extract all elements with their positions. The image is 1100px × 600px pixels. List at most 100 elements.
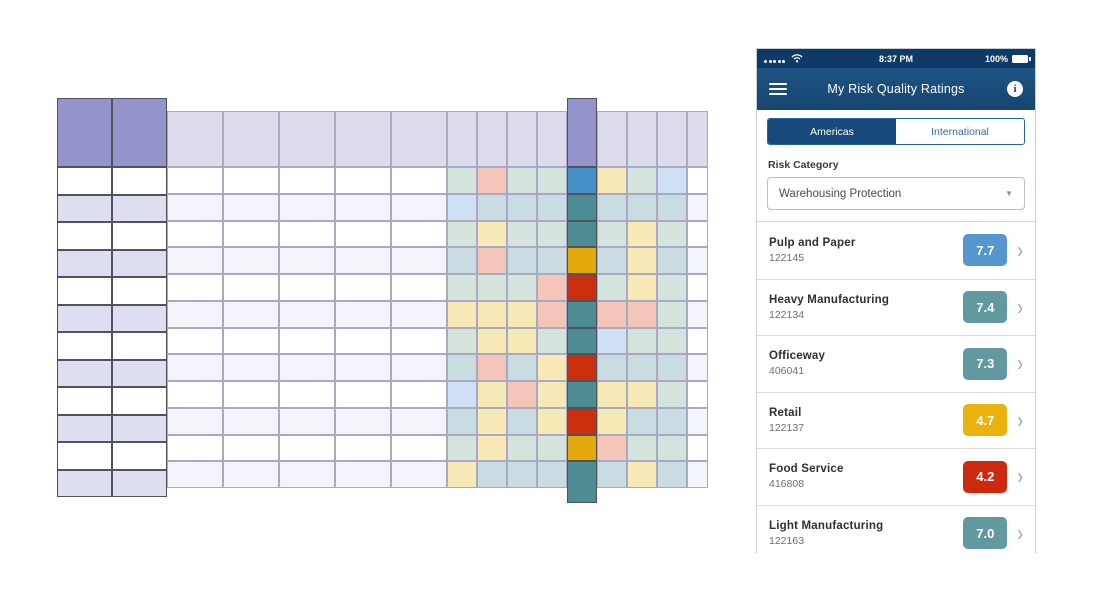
grid-cell[interactable] bbox=[391, 167, 447, 194]
grid-cell[interactable] bbox=[391, 354, 447, 381]
grid-cell[interactable] bbox=[507, 274, 537, 301]
column-header[interactable] bbox=[279, 111, 335, 167]
grid-cell[interactable] bbox=[279, 247, 335, 274]
frozen-row-cell[interactable] bbox=[112, 332, 167, 360]
frozen-header-cell[interactable] bbox=[112, 98, 167, 167]
grid-cell[interactable] bbox=[223, 407, 279, 435]
highlight-cell[interactable] bbox=[567, 167, 597, 194]
grid-cell[interactable] bbox=[507, 434, 537, 462]
grid-cell[interactable] bbox=[167, 381, 223, 408]
grid-cell[interactable] bbox=[537, 274, 567, 301]
frozen-row-cell[interactable] bbox=[57, 277, 112, 305]
grid-cell[interactable] bbox=[687, 354, 708, 381]
frozen-row-cell[interactable] bbox=[57, 332, 112, 360]
grid-cell[interactable] bbox=[167, 327, 223, 355]
grid-cell[interactable] bbox=[597, 381, 627, 408]
grid-cell[interactable] bbox=[335, 354, 391, 381]
grid-cell[interactable] bbox=[477, 247, 507, 274]
highlight-cell[interactable] bbox=[567, 220, 597, 248]
grid-cell[interactable] bbox=[597, 327, 627, 355]
column-header[interactable] bbox=[167, 111, 223, 167]
frozen-row-cell[interactable] bbox=[112, 414, 167, 442]
grid-cell[interactable] bbox=[627, 327, 657, 355]
grid-cell[interactable] bbox=[167, 274, 223, 301]
grid-cell[interactable] bbox=[507, 407, 537, 435]
rating-list-item[interactable]: Food Service 416808 4.2 › bbox=[757, 448, 1035, 505]
frozen-row-cell[interactable] bbox=[112, 222, 167, 250]
grid-cell[interactable] bbox=[687, 220, 708, 248]
frozen-row-cell[interactable] bbox=[57, 359, 112, 387]
grid-cell[interactable] bbox=[507, 461, 537, 488]
grid-cell[interactable] bbox=[335, 193, 391, 221]
grid-cell[interactable] bbox=[477, 193, 507, 221]
grid-cell[interactable] bbox=[335, 167, 391, 194]
frozen-row-cell[interactable] bbox=[112, 387, 167, 415]
frozen-row-cell[interactable] bbox=[57, 469, 112, 497]
grid-cell[interactable] bbox=[335, 247, 391, 274]
highlight-cell[interactable] bbox=[567, 327, 597, 355]
grid-cell[interactable] bbox=[279, 434, 335, 462]
frozen-header-cell[interactable] bbox=[57, 98, 112, 167]
grid-cell[interactable] bbox=[627, 247, 657, 274]
column-header[interactable] bbox=[447, 111, 477, 167]
grid-cell[interactable] bbox=[657, 193, 687, 221]
grid-cell[interactable] bbox=[627, 300, 657, 328]
rating-list-item[interactable]: Officeway 406041 7.3 › bbox=[757, 335, 1035, 392]
highlight-cell[interactable] bbox=[567, 381, 597, 408]
grid-cell[interactable] bbox=[537, 167, 567, 194]
grid-cell[interactable] bbox=[167, 407, 223, 435]
column-header[interactable] bbox=[657, 111, 687, 167]
column-header[interactable] bbox=[223, 111, 279, 167]
grid-cell[interactable] bbox=[537, 193, 567, 221]
grid-cell[interactable] bbox=[687, 381, 708, 408]
column-header[interactable] bbox=[477, 111, 507, 167]
grid-cell[interactable] bbox=[279, 407, 335, 435]
grid-cell[interactable] bbox=[167, 434, 223, 462]
frozen-row-cell[interactable] bbox=[57, 194, 112, 222]
column-header[interactable] bbox=[537, 111, 567, 167]
rating-list-item[interactable]: Pulp and Paper 122145 7.7 › bbox=[757, 222, 1035, 279]
highlight-cell[interactable] bbox=[567, 247, 597, 274]
grid-cell[interactable] bbox=[537, 461, 567, 488]
grid-cell[interactable] bbox=[657, 167, 687, 194]
frozen-row-cell[interactable] bbox=[57, 249, 112, 277]
grid-cell[interactable] bbox=[391, 274, 447, 301]
grid-cell[interactable] bbox=[279, 327, 335, 355]
frozen-row-cell[interactable] bbox=[112, 167, 167, 195]
highlight-cell[interactable] bbox=[567, 274, 597, 301]
grid-cell[interactable] bbox=[477, 327, 507, 355]
menu-icon[interactable] bbox=[769, 80, 787, 98]
highlight-cell[interactable] bbox=[567, 461, 597, 503]
grid-cell[interactable] bbox=[477, 354, 507, 381]
grid-cell[interactable] bbox=[447, 167, 477, 194]
grid-cell[interactable] bbox=[687, 300, 708, 328]
grid-cell[interactable] bbox=[335, 300, 391, 328]
grid-cell[interactable] bbox=[687, 407, 708, 435]
grid-cell[interactable] bbox=[507, 193, 537, 221]
grid-cell[interactable] bbox=[223, 167, 279, 194]
grid-cell[interactable] bbox=[597, 220, 627, 248]
tab-international[interactable]: International bbox=[896, 119, 1024, 144]
frozen-row-cell[interactable] bbox=[57, 304, 112, 332]
grid-cell[interactable] bbox=[597, 167, 627, 194]
grid-cell[interactable] bbox=[657, 434, 687, 462]
grid-cell[interactable] bbox=[223, 354, 279, 381]
grid-cell[interactable] bbox=[537, 354, 567, 381]
grid-cell[interactable] bbox=[223, 461, 279, 488]
grid-cell[interactable] bbox=[477, 274, 507, 301]
grid-cell[interactable] bbox=[507, 354, 537, 381]
grid-cell[interactable] bbox=[223, 300, 279, 328]
grid-cell[interactable] bbox=[597, 354, 627, 381]
grid-cell[interactable] bbox=[537, 247, 567, 274]
grid-cell[interactable] bbox=[447, 461, 477, 488]
grid-cell[interactable] bbox=[279, 193, 335, 221]
grid-cell[interactable] bbox=[335, 274, 391, 301]
grid-cell[interactable] bbox=[627, 193, 657, 221]
grid-cell[interactable] bbox=[447, 247, 477, 274]
grid-cell[interactable] bbox=[657, 461, 687, 488]
frozen-row-cell[interactable] bbox=[112, 194, 167, 222]
grid-cell[interactable] bbox=[279, 461, 335, 488]
grid-cell[interactable] bbox=[279, 381, 335, 408]
grid-cell[interactable] bbox=[687, 274, 708, 301]
grid-cell[interactable] bbox=[447, 193, 477, 221]
